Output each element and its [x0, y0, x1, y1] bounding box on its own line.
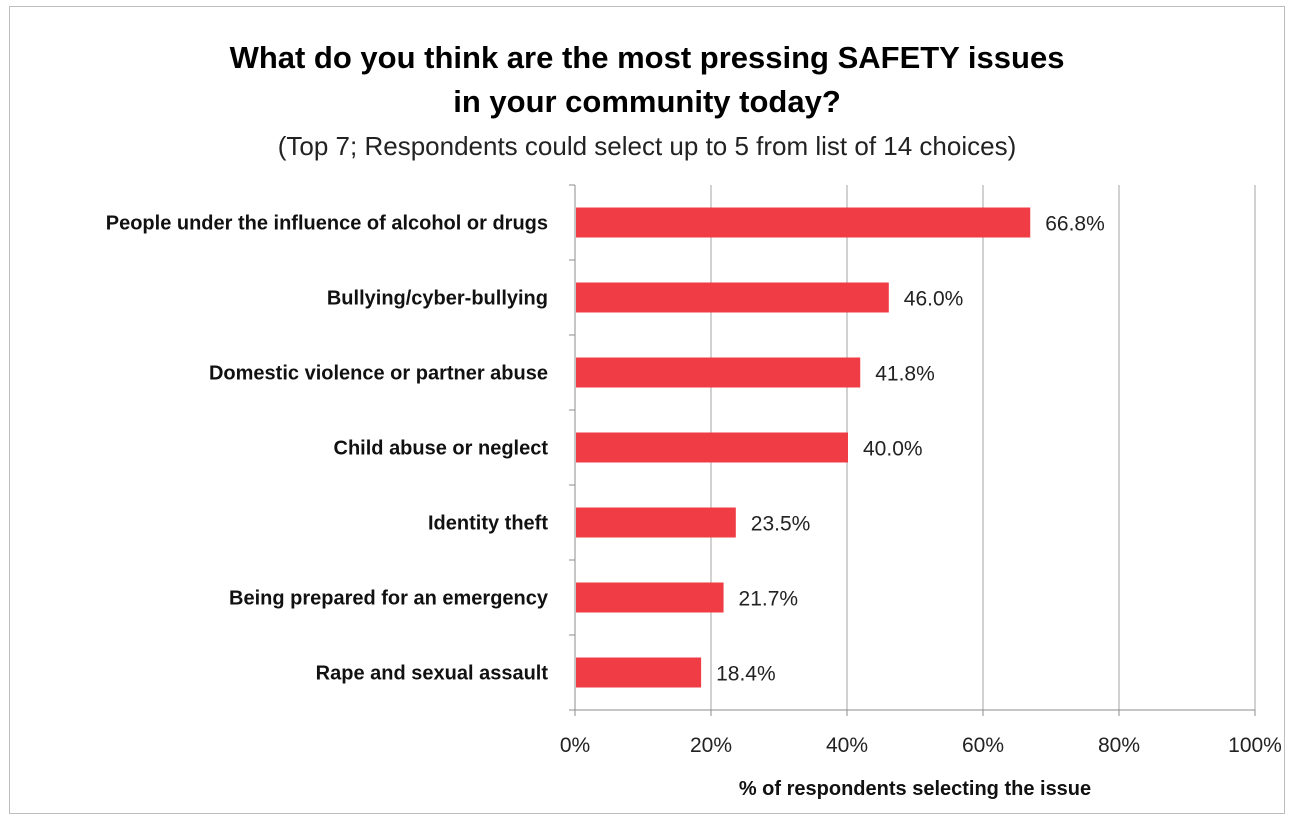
category-label: Rape and sexual assault	[316, 663, 549, 685]
data-label: 46.0%	[904, 288, 964, 311]
bar	[576, 432, 848, 463]
chart-title-line-2: in your community today?	[453, 84, 841, 119]
data-label: 18.4%	[716, 663, 776, 686]
x-tick-label: 80%	[1098, 734, 1140, 757]
bar	[576, 582, 724, 613]
x-tick-label: 60%	[962, 734, 1004, 757]
bars	[576, 207, 1031, 688]
category-label: Being prepared for an emergency	[229, 588, 549, 610]
data-label: 23.5%	[751, 513, 811, 536]
bar	[576, 282, 889, 313]
bar	[576, 507, 736, 538]
x-tick-label: 20%	[690, 734, 732, 757]
axes	[569, 184, 1256, 716]
x-tick-label: 40%	[826, 734, 868, 757]
bar	[576, 657, 702, 688]
data-label: 21.7%	[739, 588, 799, 611]
x-axis-title: % of respondents selecting the issue	[739, 778, 1091, 800]
x-tick-label: 0%	[560, 734, 590, 757]
category-label: Child abuse or neglect	[334, 438, 549, 460]
labels: 0% 20% 40% 60% 80% 100% People under the influ…	[106, 213, 1282, 758]
category-label: Identity theft	[428, 513, 548, 535]
category-label: Bullying/cyber-bullying	[327, 288, 548, 310]
category-label: Domestic violence or partner abuse	[209, 363, 548, 385]
data-label: 66.8%	[1045, 213, 1105, 236]
data-label: 40.0%	[863, 438, 923, 461]
data-label: 41.8%	[875, 363, 935, 386]
chart-title-line-1: What do you think are the most pressing …	[229, 40, 1065, 75]
bar	[576, 207, 1031, 238]
x-tick-label: 100%	[1228, 734, 1282, 757]
bar	[576, 357, 861, 388]
chart-subtitle: (Top 7; Respondents could select up to 5…	[277, 131, 1017, 161]
category-label: People under the influence of alcohol or…	[106, 213, 548, 235]
